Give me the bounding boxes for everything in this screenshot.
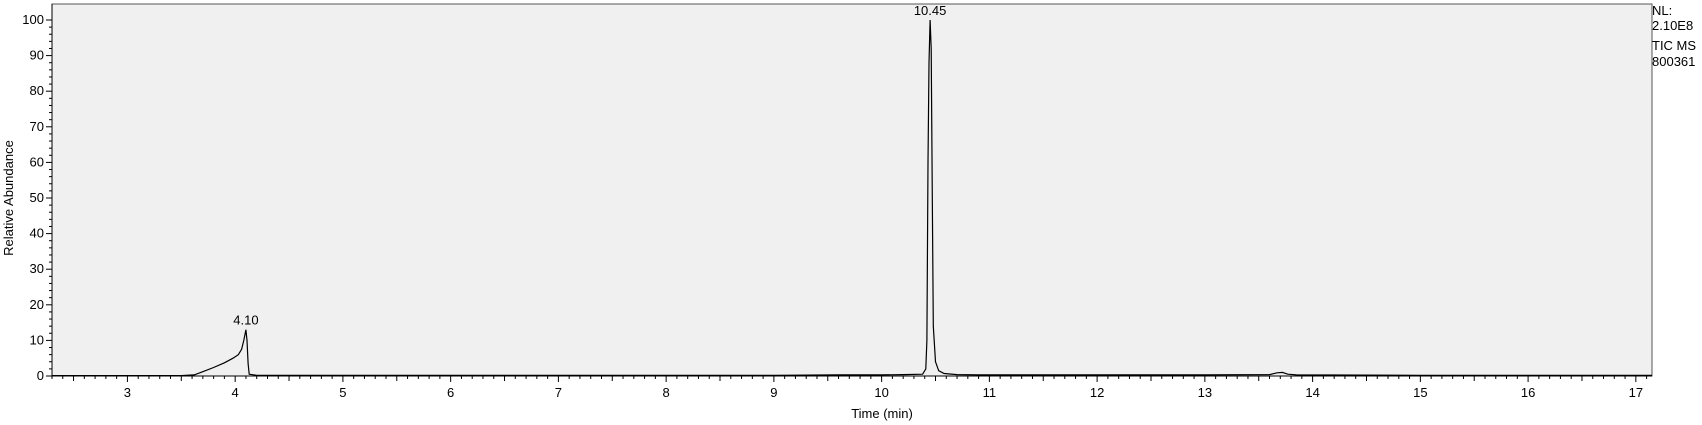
y-tick-label: 100 [22,12,44,27]
x-tick-label: 12 [1090,385,1104,400]
peak-label: 10.45 [914,3,947,18]
x-tick-label: 9 [770,385,777,400]
y-tick-label: 0 [37,368,44,383]
y-tick-label: 90 [30,48,44,63]
x-tick-label: 7 [555,385,562,400]
y-tick-label: 70 [30,119,44,134]
y-tick-label: 30 [30,261,44,276]
x-tick-label: 10 [874,385,888,400]
y-tick-label: 50 [30,190,44,205]
x-tick-label: 5 [339,385,346,400]
x-tick-label: 15 [1413,385,1427,400]
y-tick-label: 10 [30,332,44,347]
sample-id: 800361 [1652,54,1696,69]
x-tick-label: 14 [1305,385,1319,400]
y-tick-label: 40 [30,226,44,241]
trace-type: TIC MS [1652,38,1697,53]
x-tick-label: 16 [1521,385,1535,400]
y-axis-title: Relative Abundance [1,140,16,256]
x-tick-label: 11 [983,385,997,400]
x-tick-label: 6 [447,385,454,400]
x-tick-label: 3 [124,385,131,400]
plot-area [51,3,1653,377]
nl-value: 2.10E8 [1652,18,1694,33]
y-tick-label: 20 [30,297,44,312]
nl-label: NL: [1652,3,1673,18]
x-tick-label: 4 [232,385,239,400]
x-tick-label: 17 [1629,385,1643,400]
tic-trace-line [52,19,1652,377]
x-tick-label: 13 [1198,385,1212,400]
y-tick-label: 60 [30,154,44,169]
x-tick-label: 8 [663,385,670,400]
peak-labels: 4.10 10.45 [233,3,946,328]
tick-labels: 3 4 5 6 7 8 9 10 11 12 13 14 15 16 17 0 10 20 30 40 50 60 70 80… [22,12,1643,400]
x-axis-title: Time (min) [851,406,913,421]
y-tick-label: 80 [30,83,44,98]
axis-ticks [46,4,1652,382]
peak-label: 4.10 [233,313,258,328]
